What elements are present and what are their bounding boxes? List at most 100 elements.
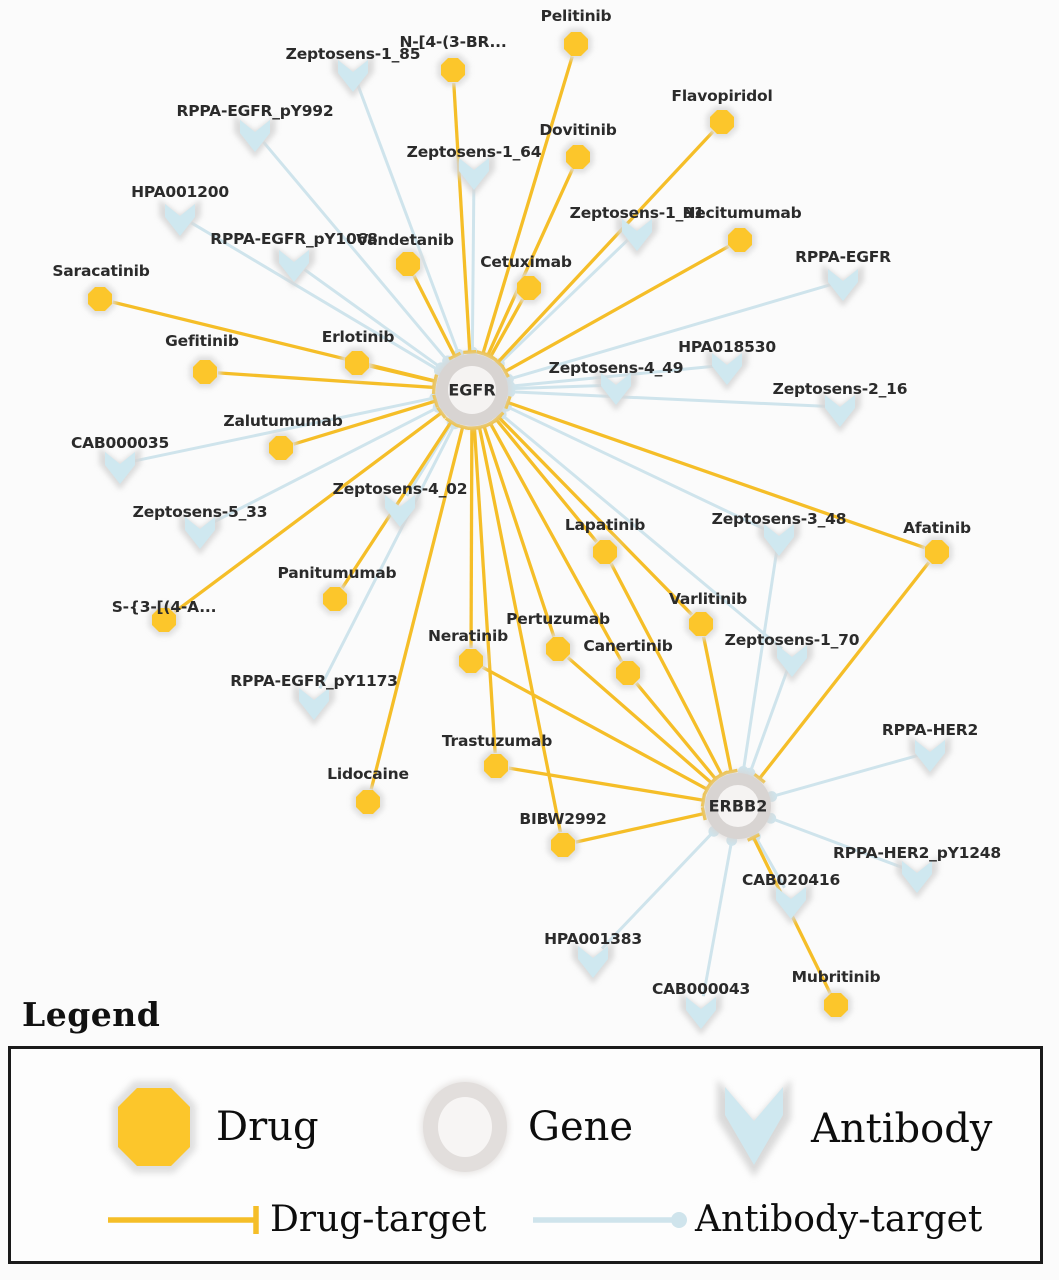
drug-node[interactable] (724, 224, 756, 256)
antibody-node[interactable] (595, 368, 637, 411)
drug-node[interactable] (437, 54, 469, 86)
legend-label-drug-target: Drug-target (270, 1199, 487, 1240)
drug-target-edge (292, 399, 437, 446)
drug-target-edge (217, 371, 435, 390)
drug-target-edge (504, 244, 730, 373)
drug-target-edge (635, 681, 717, 781)
chevron-down-icon (717, 1079, 791, 1177)
antibody-target-edge (470, 182, 476, 353)
antibody-node[interactable] (332, 55, 374, 98)
octagon-icon (112, 1081, 196, 1173)
antibody-target-edge (498, 238, 629, 365)
drug-node[interactable] (612, 657, 644, 689)
drug-target-edge (369, 426, 465, 790)
drug-target-edge (486, 168, 575, 357)
antibody-node[interactable] (293, 683, 335, 726)
antibody-target-edge (262, 140, 449, 362)
antibody-target-edge (190, 221, 441, 372)
legend-edge-row: Drug-target Antibody-target (11, 1199, 1040, 1259)
drug-target-edge (609, 562, 724, 776)
antibody-node[interactable] (770, 882, 812, 925)
drug-target-edge (575, 812, 705, 844)
antibody-target-edge (509, 383, 604, 391)
drug-target-edge (452, 82, 472, 353)
antibody-node[interactable] (758, 519, 800, 562)
antibody-target-edge (771, 754, 918, 798)
antibody-node[interactable] (379, 490, 421, 533)
antibody-target-edge (600, 830, 715, 950)
antibody-target-edge (754, 835, 786, 889)
gene-node[interactable] (433, 351, 511, 429)
antibody-node[interactable] (706, 348, 748, 391)
drug-target-edge (477, 426, 563, 833)
drug-target-edge (508, 766, 704, 802)
legend-item-antibody: Antibody (711, 1075, 992, 1183)
antibody-target-edge (500, 413, 783, 650)
antibody-target-edge (509, 390, 828, 408)
antibody-node[interactable] (99, 447, 141, 490)
antibody-node[interactable] (273, 245, 315, 288)
drug-node[interactable] (560, 28, 592, 60)
nodes-layer (84, 28, 953, 1035)
drug-target-edge (412, 274, 457, 357)
drug-node[interactable] (189, 356, 221, 388)
antibody-target-edge (741, 548, 779, 772)
circle-line-icon (533, 1211, 687, 1228)
antibody-node[interactable] (234, 115, 276, 158)
drug-node[interactable] (392, 248, 424, 280)
drug-node[interactable] (685, 608, 717, 640)
drug-node[interactable] (341, 347, 373, 379)
drug-node[interactable] (148, 604, 180, 636)
legend-title: Legend (22, 995, 161, 1034)
drug-target-edge (496, 130, 715, 364)
drug-node[interactable] (562, 141, 594, 173)
drug-node[interactable] (319, 583, 351, 615)
antibody-target-edge (210, 405, 439, 525)
antibody-target-edge (509, 364, 715, 388)
antibody-node[interactable] (909, 735, 951, 778)
drug-node[interactable] (352, 786, 384, 818)
drug-node[interactable] (513, 272, 545, 304)
drug-node[interactable] (921, 536, 953, 568)
antibody-node[interactable] (572, 941, 614, 984)
antibody-node[interactable] (819, 390, 861, 433)
antibody-node[interactable] (453, 153, 495, 196)
drug-target-edge (482, 425, 556, 638)
drug-target-edge (758, 561, 931, 780)
drug-node[interactable] (455, 645, 487, 677)
antibody-node[interactable] (159, 199, 201, 242)
drug-target-edge (701, 636, 733, 773)
legend-item-drug: Drug (106, 1075, 319, 1179)
drug-node[interactable] (542, 633, 574, 665)
antibody-target-edge (356, 83, 461, 355)
drug-node[interactable] (589, 536, 621, 568)
drug-target-edge (469, 427, 474, 649)
antibody-node[interactable] (771, 640, 813, 683)
gene-node-label: EGFR (448, 380, 496, 400)
drug-node[interactable] (547, 829, 579, 861)
antibody-node[interactable] (822, 264, 864, 307)
legend-label-drug: Drug (216, 1104, 319, 1150)
antibody-target-edge (508, 283, 831, 381)
drug-node[interactable] (265, 432, 297, 464)
antibody-target-edge (701, 840, 734, 997)
drug-node[interactable] (820, 989, 852, 1021)
drug-target-edge (481, 55, 574, 355)
gene-node-label: ERBB2 (708, 796, 768, 816)
gene-node[interactable] (702, 770, 774, 842)
antibody-node[interactable] (179, 512, 221, 555)
legend-item-drug-target: Drug-target (106, 1199, 486, 1240)
antibody-target-edge (770, 816, 906, 870)
antibody-node[interactable] (680, 992, 722, 1035)
drug-target-edge (566, 656, 713, 785)
antibody-target-edge (132, 396, 436, 463)
drug-node[interactable] (706, 106, 738, 138)
drug-target-edge (472, 427, 497, 754)
drug-node[interactable] (480, 750, 512, 782)
antibody-node[interactable] (896, 856, 938, 899)
drug-target-edge (173, 411, 443, 614)
antibody-node[interactable] (616, 214, 658, 257)
drug-target-edge (497, 416, 694, 616)
legend-label-gene: Gene (528, 1104, 634, 1150)
drug-node[interactable] (84, 283, 116, 315)
